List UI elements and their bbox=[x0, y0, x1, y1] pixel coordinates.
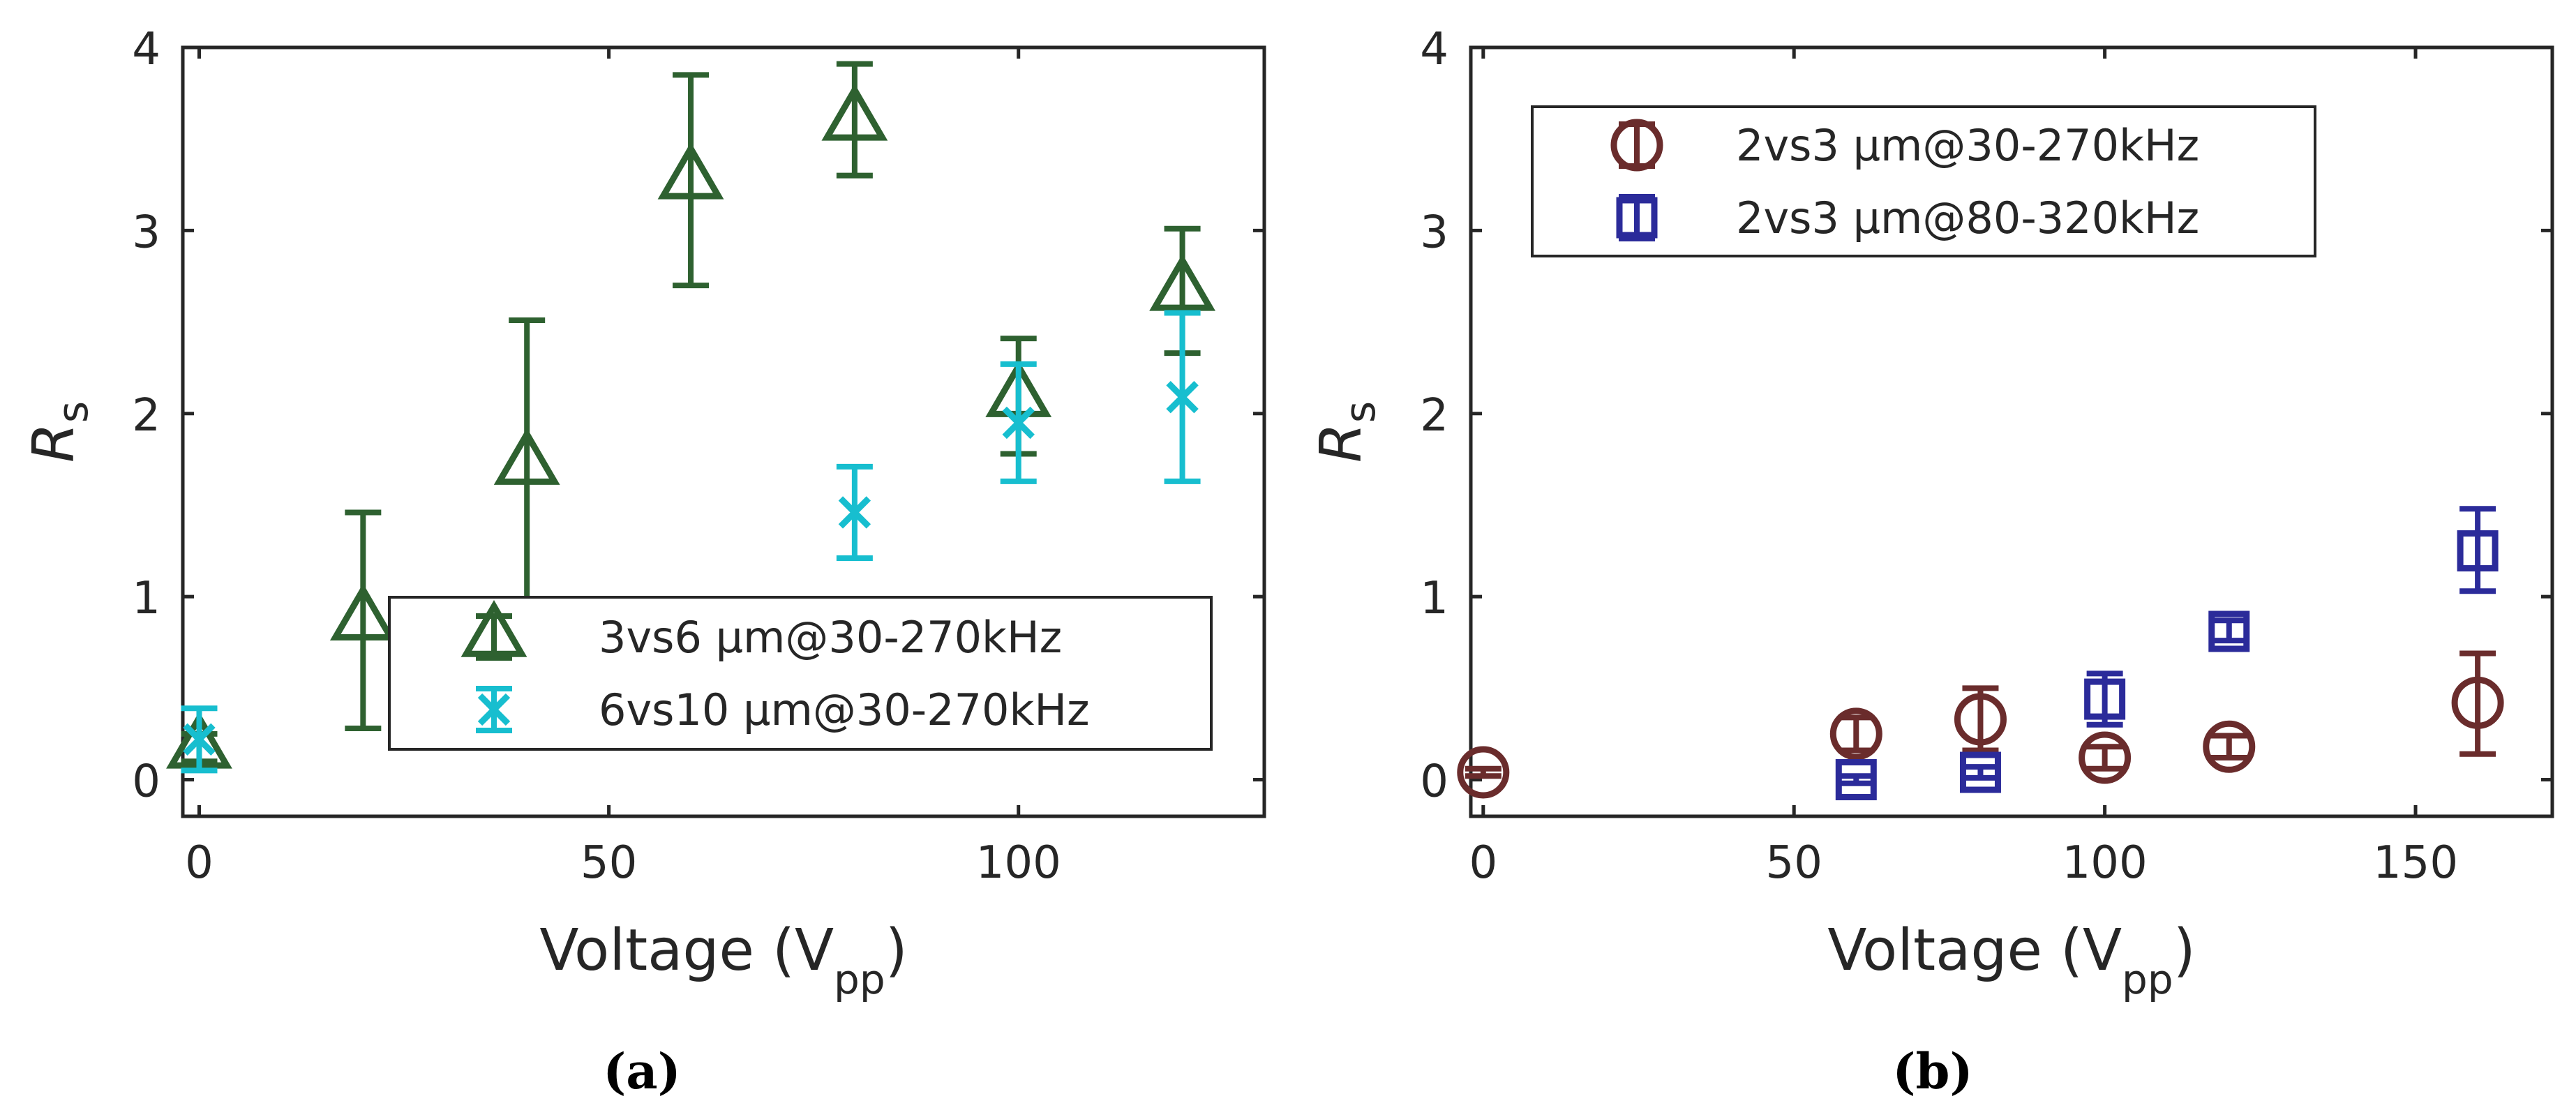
panelA-series-1-point bbox=[1166, 380, 1199, 414]
panelA-series-1-point bbox=[183, 723, 216, 756]
panelB-legend-marker-1 bbox=[1616, 197, 1658, 239]
panel-a-y-axis-label: Rs bbox=[21, 401, 98, 463]
panelB-legend-label-0: 2vs3 µm@30-270kHz bbox=[1736, 120, 2199, 171]
panelB-series-1-error-bar bbox=[1838, 773, 1875, 786]
panelA-series-1-point bbox=[1002, 406, 1035, 440]
panelA-series-0-point bbox=[329, 583, 396, 640]
panelA-x-tick-label: 50 bbox=[581, 837, 637, 889]
panelA-x-tick-label: 100 bbox=[976, 837, 1061, 889]
panelB-legend-error-bar-1 bbox=[1619, 194, 1655, 241]
panelB-series-1-error-bar bbox=[1962, 764, 1999, 781]
panelA-series-0-point bbox=[657, 142, 724, 200]
panel-b-legend: 2vs3 µm@30-270kHz 2vs3 µm@80-320kHz bbox=[1531, 105, 2316, 257]
panel-b-axes-box bbox=[1469, 45, 2554, 818]
panelB-x-tick-label: 0 bbox=[1469, 837, 1497, 889]
panelB-series-0-error-bar bbox=[1838, 714, 1875, 754]
panel-b-marks bbox=[1457, 506, 2504, 801]
panelB-series-1-point bbox=[1959, 751, 2001, 793]
panelA-series-1-point bbox=[838, 496, 871, 529]
panelB-series-1-error-bar bbox=[2210, 617, 2247, 644]
panelB-series-0-error-bar bbox=[2459, 650, 2496, 757]
panelB-series-1 bbox=[1835, 506, 2499, 801]
panel-b: 0 50 100 150 0 1 2 3 4 Voltage (Vpp) Rs 2vs3 µm@… bbox=[1308, 24, 2554, 1100]
panelB-series-1-point bbox=[1835, 759, 1877, 801]
panelB-series-0-point bbox=[2451, 676, 2504, 729]
panelA-y-tick-label: 3 bbox=[132, 207, 160, 258]
panelA-legend-marker-1 bbox=[477, 693, 511, 726]
panelB-series-1-error-bar bbox=[2459, 506, 2496, 594]
panelB-x-tick-label: 100 bbox=[2062, 837, 2148, 889]
panelB-series-0-error-bar bbox=[2210, 733, 2247, 761]
panelA-legend-label-1: 6vs10 µm@30-270kHz bbox=[599, 684, 1090, 735]
panelB-series-0-point bbox=[1829, 707, 1882, 760]
panelB-series-0-error-bar bbox=[1465, 765, 1502, 779]
panelA-legend-box bbox=[388, 596, 1213, 751]
panelB-y-tick-label: 1 bbox=[1420, 573, 1448, 624]
panel-a-caption: (a) bbox=[603, 1042, 681, 1100]
panelA-y-tick-label: 1 bbox=[132, 573, 160, 624]
panelB-legend-label-1: 2vs3 µm@80-320kHz bbox=[1736, 193, 2199, 243]
panelA-x-tick-label: 0 bbox=[185, 837, 214, 889]
panel-b-caption: (b) bbox=[1892, 1042, 1972, 1100]
panelB-series-1-point bbox=[2208, 610, 2250, 652]
panelA-series-0-point bbox=[1149, 254, 1215, 311]
panelA-series-1 bbox=[181, 310, 1201, 774]
panelB-legend-box bbox=[1531, 105, 2316, 257]
panelB-x-tick-label: 50 bbox=[1765, 837, 1822, 889]
panel-a-axes-box bbox=[181, 45, 1266, 818]
panelA-y-tick-label: 4 bbox=[132, 24, 160, 75]
panel-b-y-axis-label: Rs bbox=[1308, 401, 1385, 463]
panel-a-marks bbox=[166, 61, 1215, 774]
panelA-series-0-point bbox=[821, 83, 888, 141]
panelA-series-0-error-bar bbox=[836, 61, 873, 179]
panelB-y-tick-label: 2 bbox=[1420, 390, 1448, 442]
panelA-series-0-error-bar bbox=[673, 72, 710, 289]
panelA-y-tick-label: 0 bbox=[132, 756, 160, 808]
panel-a-legend: 3vs6 µm@30-270kHz 6vs10 µm@30-270kHz bbox=[388, 596, 1213, 751]
panelB-series-0-point bbox=[1457, 746, 1510, 799]
panel-a: 0 50 100 0 1 2 3 4 Voltage (Vpp) Rs 3vs6 µm@30-… bbox=[21, 24, 1266, 1100]
panelB-series-0 bbox=[1457, 650, 2504, 799]
panel-a-x-axis-label: Voltage (Vpp) bbox=[539, 917, 907, 1003]
panelB-series-1-point bbox=[2084, 678, 2126, 720]
panelA-legend-marker-0 bbox=[460, 600, 527, 657]
panelB-series-1-point bbox=[2457, 530, 2499, 572]
panelB-series-0-point bbox=[2079, 731, 2132, 784]
panelA-series-0-point bbox=[493, 428, 560, 485]
panelB-series-0-error-bar bbox=[2086, 744, 2123, 772]
panelB-series-0-point bbox=[2203, 720, 2256, 773]
panel-b-ticks: 0 50 100 150 0 1 2 3 4 bbox=[1420, 24, 2552, 889]
panelA-series-0-error-bar bbox=[509, 317, 546, 613]
panelA-series-0-error-bar bbox=[345, 509, 382, 732]
panelB-y-tick-label: 4 bbox=[1420, 24, 1448, 75]
panelB-y-tick-label: 0 bbox=[1420, 756, 1448, 808]
panelB-legend-marker-0 bbox=[1610, 119, 1663, 172]
panelB-y-tick-label: 3 bbox=[1420, 207, 1448, 258]
panelB-x-tick-label: 150 bbox=[2373, 837, 2458, 889]
panel-b-x-axis-label: Voltage (Vpp) bbox=[1827, 917, 2195, 1003]
panelA-y-tick-label: 2 bbox=[132, 390, 160, 442]
panelA-legend-label-0: 3vs6 µm@30-270kHz bbox=[599, 612, 1062, 663]
panel-a-ticks: 0 50 100 0 1 2 3 4 bbox=[132, 24, 1264, 889]
panelB-series-0-point bbox=[1954, 693, 2007, 746]
